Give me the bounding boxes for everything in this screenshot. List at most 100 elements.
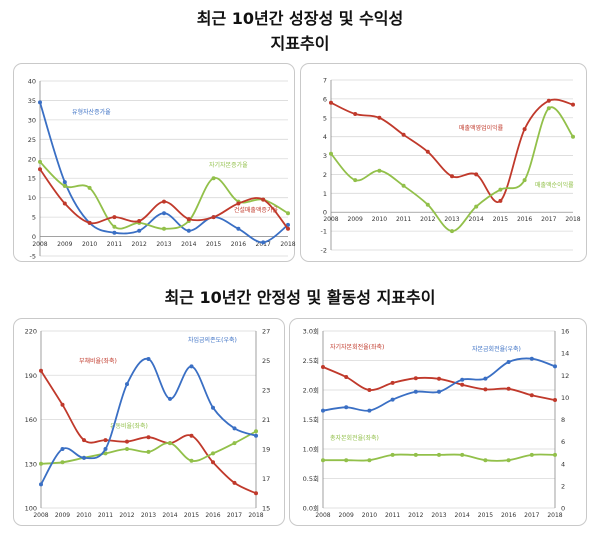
- data-point: [401, 132, 406, 137]
- data-point: [232, 426, 237, 431]
- y-tick-label: 5: [32, 214, 36, 222]
- x-tick-label: 2017: [541, 216, 556, 223]
- y-tick-label: 160: [25, 416, 37, 424]
- x-tick-label: 2016: [501, 512, 516, 519]
- y-tick-label: 190: [25, 372, 37, 380]
- y-tick-label: 3.0회: [303, 328, 319, 336]
- top-chart-title-line2: 지표추이: [270, 34, 330, 53]
- x-tick-label: 2012: [408, 512, 423, 519]
- data-point: [162, 226, 166, 231]
- data-point: [103, 447, 108, 451]
- data-point: [286, 226, 290, 231]
- data-point: [329, 100, 333, 105]
- data-point: [211, 460, 215, 465]
- data-point: [38, 100, 42, 105]
- data-point: [401, 183, 406, 188]
- y-tick-label-right: 17: [262, 475, 270, 483]
- y-tick-label: 30: [28, 116, 36, 124]
- x-tick-label: 2009: [339, 512, 354, 519]
- data-point: [168, 396, 172, 401]
- y-tick-label: 20: [28, 155, 36, 163]
- data-point: [146, 435, 151, 440]
- y-tick-label: 0: [323, 209, 327, 217]
- y-tick-label: 4: [323, 133, 327, 141]
- data-point: [321, 458, 325, 463]
- y-tick-label: 35: [28, 97, 36, 105]
- data-point: [236, 201, 241, 206]
- series-label: 자기자본증가율: [209, 161, 248, 169]
- data-point: [390, 452, 395, 457]
- data-point: [168, 441, 172, 446]
- data-point: [103, 451, 108, 456]
- x-tick-label: 2018: [547, 512, 562, 519]
- x-tick-label: 2011: [107, 241, 122, 248]
- y-tick-label: 130: [25, 460, 37, 468]
- data-point: [425, 202, 430, 207]
- growth-chart: -5 0 5 10 15 20 25 30 35 40 2008 2009 2010 2011 2012 20…: [28, 78, 296, 261]
- data-point: [286, 222, 290, 227]
- data-point: [82, 455, 86, 460]
- data-point: [353, 178, 358, 183]
- data-point: [390, 380, 395, 385]
- data-point: [146, 449, 151, 454]
- data-point: [425, 149, 430, 154]
- data-point: [344, 405, 349, 410]
- data-point: [377, 115, 382, 120]
- y-tick-label: -1: [321, 228, 327, 236]
- data-point: [321, 408, 325, 413]
- y-tick-label: 2.5회: [303, 357, 319, 365]
- series-line: [322, 366, 556, 401]
- data-point: [367, 408, 372, 413]
- activity-chart: 0.0회 0.5회 1.0회 1.5회 2.0회 2.5회 3.0회 0 2 4 6 8 10 12 14 1…: [303, 328, 570, 520]
- series-line: [39, 161, 289, 230]
- x-tick-label: 2011: [385, 512, 400, 519]
- growth-chart-panel: -5 0 5 10 15 20 25 30 35 40 2008 2009 2010 2011 2012 20…: [13, 63, 296, 262]
- y-tick-label: 2.0회: [303, 387, 319, 395]
- y-tick-label: 10: [28, 194, 36, 202]
- data-point: [189, 458, 194, 463]
- x-tick-label: 2012: [420, 216, 435, 223]
- y-tick-label-right: 19: [262, 446, 270, 454]
- y-tick-label-right: 15: [262, 505, 270, 513]
- data-point: [162, 199, 166, 204]
- y-tick-label: 7: [323, 77, 327, 85]
- data-point: [62, 201, 67, 206]
- data-point: [125, 447, 129, 451]
- data-point: [344, 458, 349, 463]
- x-tick-label: 2018: [565, 216, 580, 223]
- x-tick-label: 2008: [315, 512, 330, 519]
- data-point: [450, 229, 454, 234]
- series-line: [39, 102, 289, 244]
- data-point: [38, 159, 42, 164]
- data-point: [474, 204, 479, 209]
- x-tick-label: 2008: [33, 512, 48, 519]
- y-tick-label: 1.5회: [303, 416, 319, 424]
- data-point: [437, 389, 441, 394]
- y-tick-label: 40: [28, 78, 36, 86]
- data-point: [146, 357, 151, 361]
- x-tick-label: 2017: [524, 512, 539, 519]
- data-point: [112, 224, 117, 229]
- data-point: [522, 127, 527, 132]
- top-chart-title-line1: 최근 10년간 성장성 및 수익성: [196, 9, 404, 28]
- data-point: [82, 438, 86, 443]
- data-point: [189, 364, 194, 369]
- x-tick-label: 2015: [493, 216, 508, 223]
- data-point: [232, 480, 237, 485]
- data-point: [460, 382, 465, 387]
- data-point: [474, 172, 479, 177]
- data-point: [413, 376, 418, 381]
- x-tick-label: 2017: [227, 512, 242, 519]
- y-tick-label: 3: [323, 152, 327, 160]
- data-point: [125, 382, 129, 387]
- y-tick-label: 220: [25, 328, 37, 336]
- stability-chart: 100 130 160 190 220 15 17 19 21 23 25 27 2008 2009 201…: [25, 328, 271, 520]
- x-tick-label: 2014: [162, 512, 177, 519]
- x-tick-label: 2010: [82, 241, 97, 248]
- data-point: [60, 447, 65, 451]
- y-tick-label-right: 6: [561, 438, 565, 446]
- data-point: [483, 387, 488, 392]
- y-tick-label-right: 0: [561, 505, 565, 513]
- data-point: [413, 452, 418, 457]
- data-point: [211, 451, 215, 456]
